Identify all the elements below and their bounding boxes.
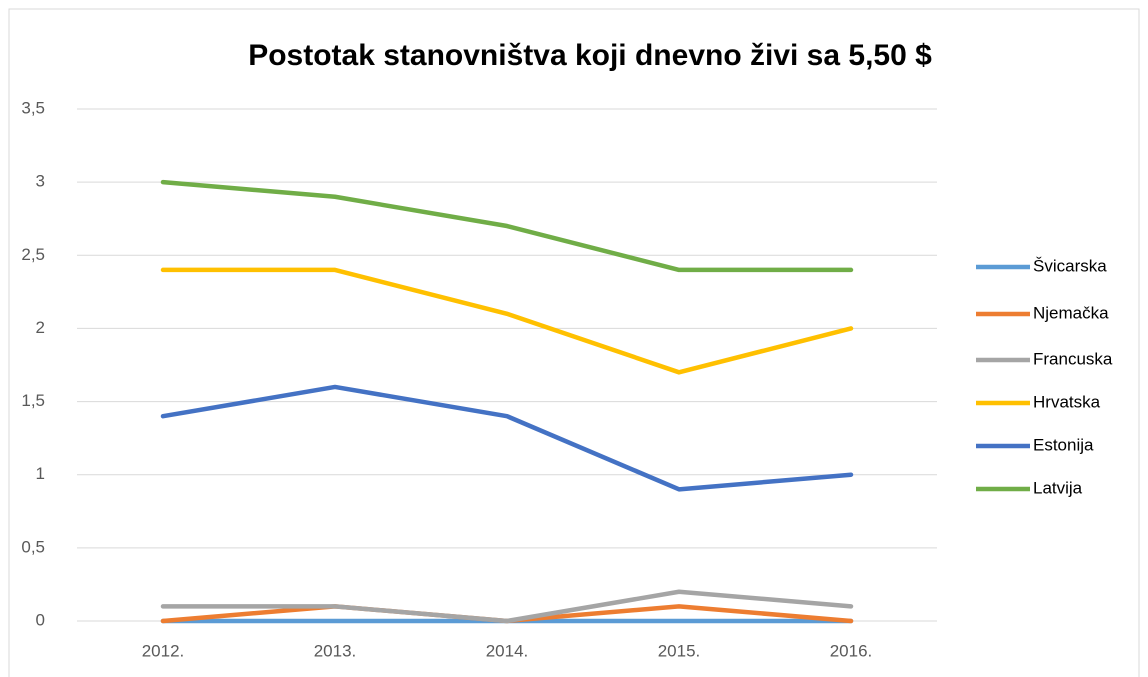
x-tick-label: 2012. (142, 641, 185, 660)
x-tick-label: 2015. (658, 641, 701, 660)
legend-label: Latvija (1033, 478, 1083, 497)
chart-title: Postotak stanovništva koji dnevno živi s… (248, 39, 932, 72)
series-line (160, 267, 854, 375)
series-line (160, 384, 854, 492)
legend-label: Hrvatska (1033, 392, 1101, 411)
legend-label: Estonija (1033, 435, 1094, 454)
y-tick-label: 3 (36, 172, 45, 191)
x-tick-label: 2014. (486, 641, 529, 660)
y-tick-label: 3,5 (21, 98, 45, 117)
x-tick-label: 2016. (830, 641, 873, 660)
y-tick-label: 2,5 (21, 245, 45, 264)
series-line (160, 179, 854, 273)
x-tick-label: 2013. (314, 641, 357, 660)
y-tick-label: 0,5 (21, 537, 45, 556)
legend-label: Švicarska (1033, 256, 1107, 275)
y-tick-label: 1,5 (21, 391, 45, 410)
chart-border (8, 8, 1140, 677)
y-tick-label: 1 (36, 464, 45, 483)
y-tick-label: 2 (36, 318, 45, 337)
legend-label: Njemačka (1033, 303, 1109, 322)
legend-label: Francuska (1033, 349, 1113, 368)
y-tick-label: 0 (36, 610, 45, 629)
series-line (160, 589, 854, 624)
